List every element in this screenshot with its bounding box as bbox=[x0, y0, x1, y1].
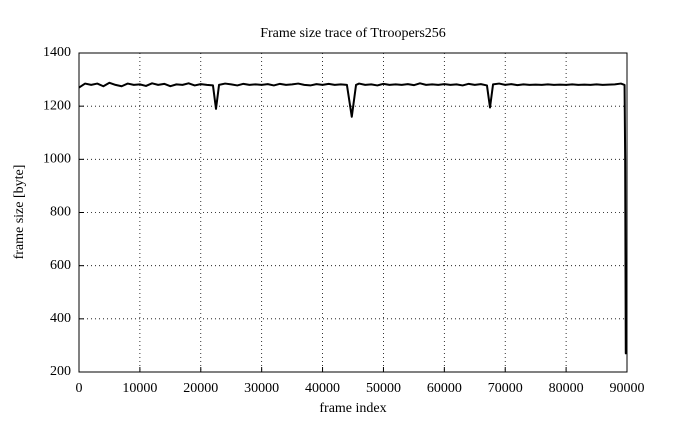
y-tick-label: 400 bbox=[50, 311, 71, 326]
y-tick-label: 800 bbox=[50, 205, 71, 220]
y-tick-label: 200 bbox=[50, 364, 71, 379]
y-tick-label: 1000 bbox=[43, 152, 71, 167]
x-tick-label: 70000 bbox=[488, 381, 523, 396]
y-tick-label: 1400 bbox=[43, 45, 71, 60]
x-tick-label: 60000 bbox=[427, 381, 462, 396]
x-tick-label: 80000 bbox=[549, 381, 584, 396]
data-line bbox=[78, 81, 628, 355]
x-tick-label: 40000 bbox=[305, 381, 340, 396]
plot-frame bbox=[78, 52, 628, 373]
y-tick-label: 1200 bbox=[43, 98, 71, 113]
x-axis-label: frame index bbox=[319, 401, 386, 416]
x-tick-label: 0 bbox=[76, 381, 83, 396]
x-tick-label: 50000 bbox=[366, 381, 401, 396]
x-tick-label: 30000 bbox=[244, 381, 279, 396]
y-axis-label: frame size [byte] bbox=[12, 165, 27, 260]
x-tick-label: 20000 bbox=[183, 381, 218, 396]
chart-title: Frame size trace of Ttroopers256 bbox=[260, 26, 446, 41]
x-tick-label: 90000 bbox=[610, 381, 645, 396]
x-tick-label: 10000 bbox=[122, 381, 157, 396]
y-tick-label: 600 bbox=[50, 258, 71, 273]
